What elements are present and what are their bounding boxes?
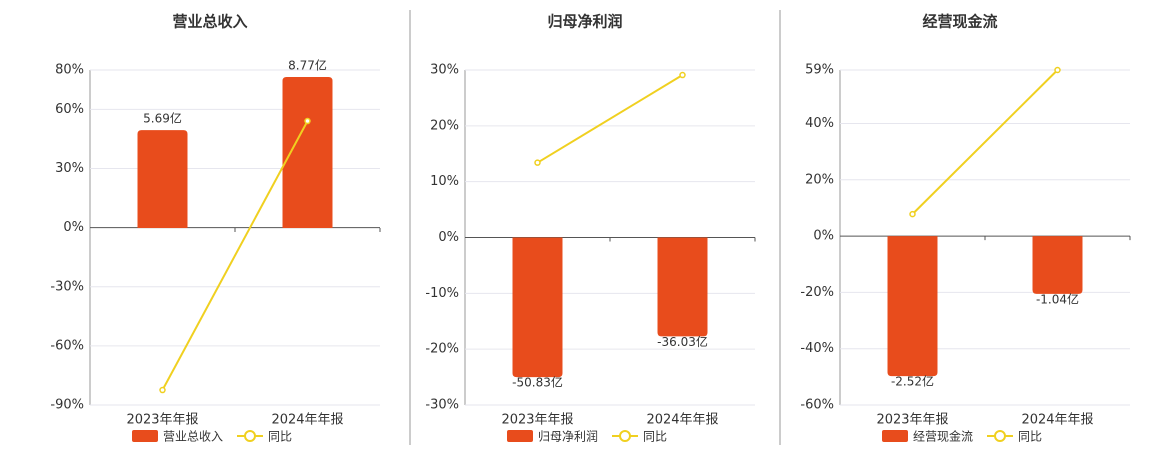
line xyxy=(536,74,684,164)
x-tick-label: 2023年年报 xyxy=(501,413,573,428)
bar xyxy=(137,130,188,229)
bar xyxy=(657,237,708,337)
x-tick-label: 2024年年报 xyxy=(271,413,343,428)
line xyxy=(911,69,1059,215)
legend-label: 营业总收入 xyxy=(163,430,223,444)
y-tick-label: 30% xyxy=(55,161,84,176)
line-point xyxy=(534,159,541,166)
y-tick-label: -90% xyxy=(50,398,84,413)
chart-title: 经营现金流 xyxy=(922,13,997,31)
legend-swatch xyxy=(244,430,256,442)
y-tick-label: -60% xyxy=(800,398,834,413)
y-tick-label: -10% xyxy=(425,286,459,301)
y-tick-label: 30% xyxy=(430,63,459,78)
y-tick-label: 0% xyxy=(63,220,84,235)
legend-swatch xyxy=(994,430,1006,442)
y-tick-label: 20% xyxy=(430,118,459,133)
data-label: 5.69亿 xyxy=(143,111,182,126)
y-tick-label: -40% xyxy=(800,341,834,356)
y-tick-label: 59% xyxy=(805,63,834,78)
data-label: -50.83亿 xyxy=(512,375,563,390)
y-tick-label: 20% xyxy=(805,172,834,187)
y-tick-label: 40% xyxy=(805,116,834,131)
chart-title: 归母净利润 xyxy=(547,13,622,31)
legend-swatch xyxy=(882,430,908,442)
y-tick-label: 0% xyxy=(438,230,459,245)
y-tick-label: -30% xyxy=(425,398,459,413)
legend-label: 经营现金流 xyxy=(913,429,973,444)
y-tick-label: -20% xyxy=(425,342,459,357)
legend-swatch xyxy=(507,430,533,442)
y-tick-label: 80% xyxy=(55,63,84,78)
legend-label: 同比 xyxy=(643,430,667,444)
line xyxy=(161,120,309,391)
data-label: -36.03亿 xyxy=(657,334,708,349)
y-tick-label: 0% xyxy=(813,229,834,244)
line-point xyxy=(159,386,166,394)
line-point xyxy=(909,210,916,218)
bar xyxy=(1032,236,1083,294)
data-label: -1.04亿 xyxy=(1036,291,1079,306)
data-label: 8.77亿 xyxy=(288,58,327,73)
legend-label: 同比 xyxy=(1018,430,1042,444)
data-label: -2.52亿 xyxy=(891,374,934,389)
chart-title: 营业总收入 xyxy=(172,13,247,31)
y-tick-label: -30% xyxy=(50,279,84,294)
legend-label: 同比 xyxy=(268,430,292,444)
y-tick-label: -20% xyxy=(800,285,834,300)
y-tick-label: -60% xyxy=(50,338,84,353)
line-point xyxy=(1054,66,1061,74)
x-tick-label: 2023年年报 xyxy=(126,413,198,428)
x-tick-label: 2024年年报 xyxy=(646,413,718,428)
x-tick-label: 2024年年报 xyxy=(1021,413,1093,428)
x-tick-label: 2023年年报 xyxy=(876,413,948,428)
bar xyxy=(512,237,563,378)
line-point xyxy=(679,71,686,79)
line-point xyxy=(304,117,311,125)
legend-swatch xyxy=(132,430,158,442)
legend-swatch xyxy=(619,430,631,442)
legend-label: 归母净利润 xyxy=(538,430,598,444)
y-tick-label: 10% xyxy=(430,174,459,189)
y-tick-label: 60% xyxy=(55,102,84,117)
bar xyxy=(887,236,938,377)
bar xyxy=(282,77,333,229)
